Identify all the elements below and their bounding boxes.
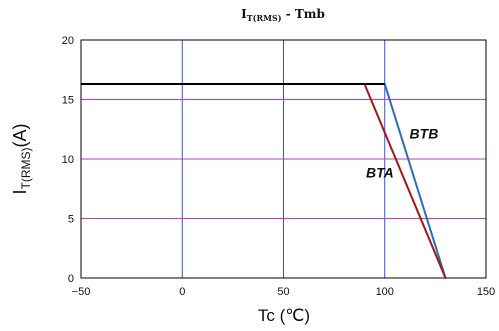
x-tick-label: 150 [477, 286, 495, 298]
x-axis-label: Tc (℃) [258, 306, 310, 325]
y-tick-label: 0 [68, 273, 74, 285]
chart-title-main: I [241, 7, 247, 21]
series-line-bta [363, 83, 447, 279]
series-labels: BTB BTA [366, 125, 438, 180]
y-tick-label: 5 [68, 214, 74, 226]
grid [80, 39, 487, 279]
y-tick-label: 10 [62, 154, 74, 166]
series-line-btb [383, 83, 447, 279]
series-label-btb: BTB [410, 125, 439, 141]
plot-frame [80, 39, 487, 279]
y-axis-label: IT(RMS)(A) [10, 123, 33, 194]
x-tick-label: 50 [277, 286, 289, 298]
x-tick-label: 0 [179, 286, 185, 298]
x-tick-label: 100 [376, 286, 394, 298]
y-axis-label-sub: T(RMS) [19, 147, 33, 189]
chart-title-suffix: - Tmb [282, 7, 325, 21]
series-group [81, 83, 447, 279]
x-tick-label: −50 [72, 286, 91, 298]
y-axis-label-main: I [10, 189, 30, 194]
series-label-bta: BTA [366, 164, 394, 180]
y-axis-label-suffix: (A) [10, 123, 30, 147]
chart-title: IT(RMS) - Tmb [241, 7, 325, 23]
y-tick-label: 15 [62, 95, 74, 107]
y-tick-label: 20 [62, 35, 74, 47]
chart-title-sub: T(RMS) [247, 13, 282, 23]
